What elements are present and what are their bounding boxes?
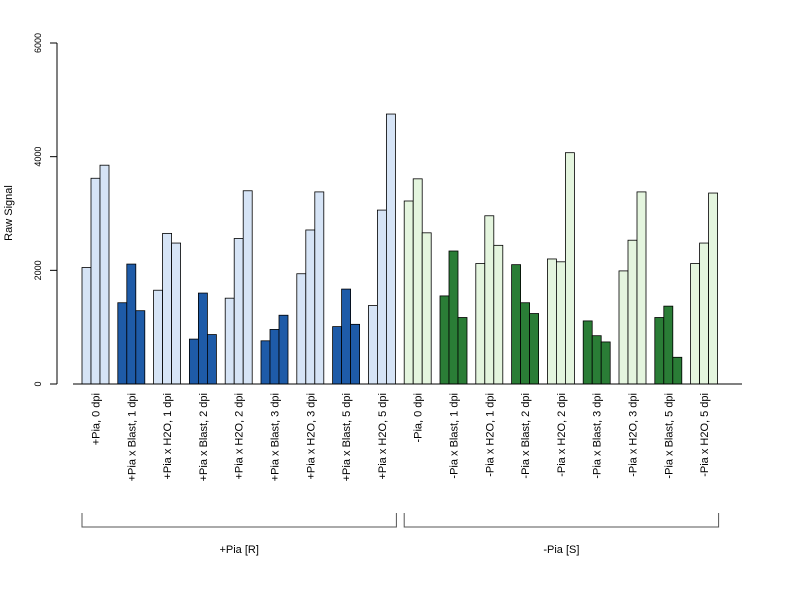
bar xyxy=(99,164,110,385)
y-axis-ticks: 0 2000 4000 6000 xyxy=(33,33,57,387)
bar xyxy=(654,317,665,385)
bars-layer xyxy=(81,113,718,385)
bar xyxy=(367,305,378,385)
bar xyxy=(582,320,593,385)
x-tick-label: +Pia x H2O, 2 dpi xyxy=(234,393,246,480)
bar xyxy=(556,261,566,385)
bar xyxy=(341,288,352,385)
bar xyxy=(439,295,450,385)
x-tick-label: +Pia x H2O, 3 dpi xyxy=(305,393,317,480)
x-tick-label: -Pia, 0 dpi xyxy=(413,393,425,443)
bar xyxy=(448,250,459,385)
bar xyxy=(135,310,146,385)
bar xyxy=(403,200,414,385)
group-brackets: +Pia [R] -Pia [S] xyxy=(81,513,720,556)
x-tick-label: +Pia x H2O, 1 dpi xyxy=(162,393,174,480)
bar xyxy=(708,192,718,385)
x-tick-label: -Pia x Blast, 3 dpi xyxy=(592,393,604,479)
x-tick-label: -Pia x Blast, 5 dpi xyxy=(663,393,675,479)
y-tick-label: 4000 xyxy=(33,147,43,167)
bar xyxy=(636,191,647,385)
bar xyxy=(260,340,271,385)
bar xyxy=(600,341,611,385)
bar xyxy=(350,323,361,385)
group-label: -Pia [S] xyxy=(543,544,579,556)
bar xyxy=(188,338,199,385)
group-bracket xyxy=(403,513,720,528)
bar xyxy=(663,305,674,385)
bar xyxy=(565,152,575,385)
bar xyxy=(591,335,602,385)
x-tick-label: -Pia x Blast, 1 dpi xyxy=(449,393,461,479)
bar xyxy=(296,273,307,385)
y-tick-label: 0 xyxy=(33,381,43,386)
x-tick-label: -Pia x H2O, 5 dpi xyxy=(699,393,711,477)
bar xyxy=(511,264,522,385)
bar xyxy=(520,302,530,385)
bar xyxy=(376,209,387,385)
bar xyxy=(242,190,253,385)
bar xyxy=(81,267,92,385)
bar xyxy=(305,229,316,385)
bar xyxy=(171,242,182,385)
bar xyxy=(269,329,280,385)
y-tick-label: 6000 xyxy=(33,33,43,53)
bar xyxy=(314,191,325,385)
bar xyxy=(117,302,128,385)
bar xyxy=(627,239,638,385)
bar xyxy=(618,270,629,385)
x-tick-label: +Pia x Blast, 5 dpi xyxy=(341,393,353,481)
bar xyxy=(126,263,137,385)
bar xyxy=(153,289,164,385)
x-tick-label: -Pia x Blast, 2 dpi xyxy=(520,393,532,479)
x-tick-label: -Pia x H2O, 3 dpi xyxy=(628,393,640,477)
x-tick-label: +Pia x Blast, 1 dpi xyxy=(126,393,138,481)
group-bracket xyxy=(81,513,397,528)
x-tick-label: -Pia x H2O, 2 dpi xyxy=(556,393,568,477)
bar xyxy=(421,232,432,385)
bar xyxy=(197,292,208,385)
bar xyxy=(547,258,557,385)
bar xyxy=(699,242,709,385)
bar xyxy=(162,232,173,385)
bar xyxy=(690,263,700,385)
x-tick-label: +Pia, 0 dpi xyxy=(91,393,103,445)
y-axis-label: Raw Signal xyxy=(3,185,15,241)
x-tick-label: +Pia x H2O, 5 dpi xyxy=(377,393,389,480)
y-tick-label: 2000 xyxy=(33,260,43,280)
bar xyxy=(412,178,423,385)
x-tick-label: +Pia x Blast, 3 dpi xyxy=(270,393,282,481)
bar xyxy=(529,313,539,385)
bar xyxy=(385,113,396,385)
bar xyxy=(475,263,486,385)
bar xyxy=(457,317,468,385)
group-label: +Pia [R] xyxy=(219,544,258,556)
bar xyxy=(278,314,289,385)
bar xyxy=(90,177,101,385)
x-axis-labels: +Pia, 0 dpi +Pia x Blast, 1 dpi +Pia x H2O… xyxy=(91,393,712,481)
bar xyxy=(224,297,235,385)
bar xyxy=(206,334,217,385)
bar xyxy=(484,215,495,385)
x-tick-label: -Pia x H2O, 1 dpi xyxy=(484,393,496,477)
bar xyxy=(672,356,683,385)
bar xyxy=(233,238,244,385)
x-tick-label: +Pia x Blast, 2 dpi xyxy=(198,393,210,481)
bar xyxy=(493,244,504,385)
bar xyxy=(332,326,343,385)
